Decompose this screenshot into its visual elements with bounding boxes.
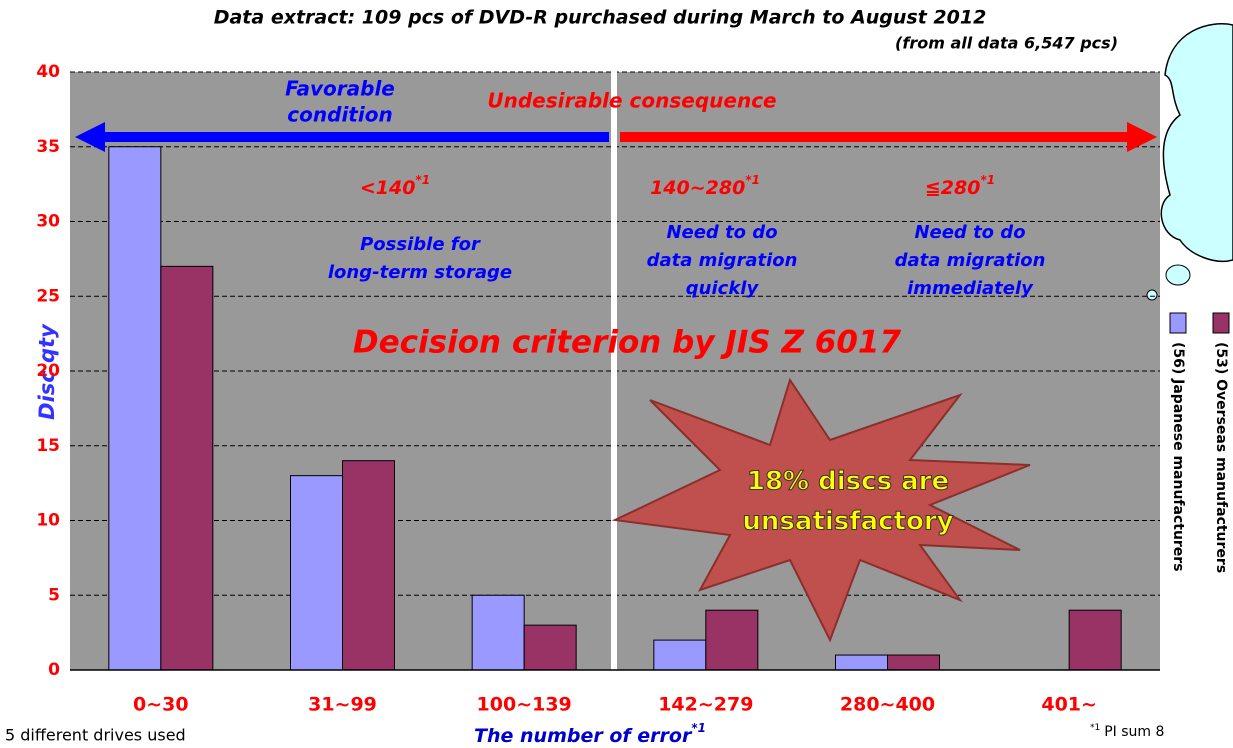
annotation-note: *1 bbox=[980, 173, 995, 187]
x-tick-label: 401~ bbox=[1041, 694, 1097, 716]
bar bbox=[1069, 610, 1121, 670]
annotation: 140~280*1 bbox=[650, 173, 760, 199]
y-tick-label: 30 bbox=[36, 212, 60, 232]
annotation-text: ≦280 bbox=[925, 177, 981, 199]
footnote-text: PI sum 8 bbox=[1104, 724, 1164, 740]
bar bbox=[888, 655, 940, 670]
y-tick-label: 10 bbox=[36, 511, 60, 531]
x-axis-label: The number of error*1 bbox=[474, 721, 706, 747]
annotation-text: <140 bbox=[360, 177, 416, 199]
bar bbox=[706, 610, 758, 670]
y-tick-label: 20 bbox=[36, 361, 60, 381]
x-tick-label: 280~400 bbox=[840, 694, 935, 716]
annotation: Undesirable consequence bbox=[487, 89, 776, 113]
annotation: condition bbox=[287, 103, 392, 127]
legend-swatch bbox=[1213, 313, 1229, 333]
annotation: Possible for bbox=[360, 234, 481, 255]
legend-label: (53) Overseas manufacturers bbox=[1213, 342, 1229, 573]
bar bbox=[654, 640, 706, 670]
chart-subtitle: (from all data 6,547 pcs) bbox=[895, 34, 1118, 53]
annotation: unsatisfactory bbox=[742, 507, 953, 537]
cloud-bubble bbox=[1166, 265, 1190, 285]
bar bbox=[343, 461, 395, 670]
bar bbox=[161, 266, 213, 670]
annotation: Decision criterion by JIS Z 6017 bbox=[353, 325, 902, 361]
annotation: Need to do bbox=[914, 222, 1025, 243]
bar bbox=[291, 476, 343, 670]
x-tick-label: 100~139 bbox=[477, 694, 572, 716]
legend-swatch bbox=[1170, 313, 1186, 333]
annotation-note: *1 bbox=[415, 173, 430, 187]
annotation: data migration bbox=[895, 250, 1046, 271]
footnote-mark: *1 bbox=[1090, 723, 1100, 733]
footnote: 5 different drives used bbox=[5, 726, 186, 745]
bar bbox=[524, 625, 576, 670]
annotation: Favorable bbox=[285, 77, 395, 101]
x-tick-label: 142~279 bbox=[658, 694, 753, 716]
annotation: 18% discs are bbox=[747, 467, 949, 497]
chart-title: Data extract: 109 pcs of DVD-R purchased… bbox=[214, 7, 987, 29]
annotation: long-term storage bbox=[328, 262, 512, 283]
x-axis-label-note: *1 bbox=[691, 721, 706, 735]
annotation: quickly bbox=[686, 278, 760, 299]
x-axis-label-text: The number of error bbox=[474, 725, 693, 747]
y-tick-label: 35 bbox=[36, 137, 60, 157]
bar bbox=[836, 655, 888, 670]
annotation: Need to do bbox=[666, 222, 777, 243]
annotation-note: *1 bbox=[745, 173, 760, 187]
annotation: immediately bbox=[907, 278, 1034, 299]
y-tick-label: 15 bbox=[36, 436, 60, 456]
bar bbox=[109, 147, 161, 670]
y-tick-label: 40 bbox=[36, 62, 60, 82]
x-tick-label: 0~30 bbox=[133, 694, 189, 716]
chart: Data extract: 109 pcs of DVD-R purchased… bbox=[0, 0, 1233, 748]
y-tick-label: 25 bbox=[36, 286, 60, 306]
y-tick-label: 0 bbox=[48, 660, 60, 680]
x-tick-label: 31~99 bbox=[308, 694, 377, 716]
annotation: data migration bbox=[647, 250, 798, 271]
y-tick-label: 5 bbox=[48, 585, 60, 605]
thought-cloud bbox=[1161, 24, 1233, 261]
footnote: *1 PI sum 8 bbox=[1090, 723, 1164, 741]
bar bbox=[472, 595, 524, 670]
annotation-text: 140~280 bbox=[650, 177, 745, 199]
cloud-bubble bbox=[1147, 290, 1157, 300]
legend-label: (56) Japanese manufacturers bbox=[1170, 342, 1186, 572]
